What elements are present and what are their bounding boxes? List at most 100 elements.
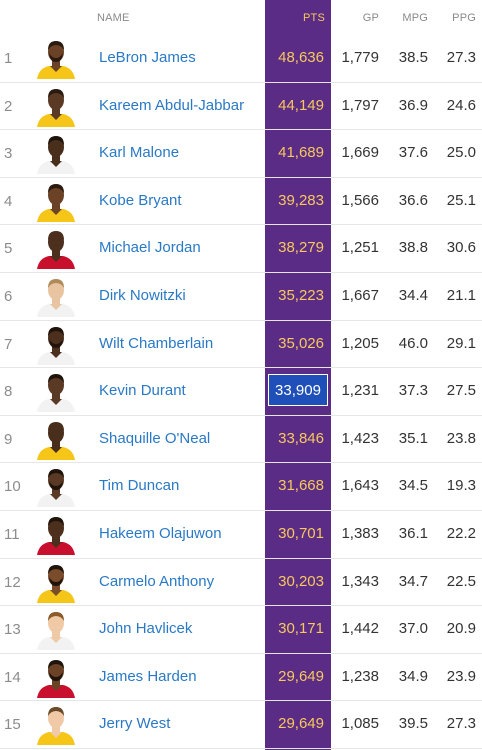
table-row[interactable]: 10 Tim Duncan 31,668 1,643 34.5 19.3 <box>0 463 482 511</box>
table-body: 1 LeBron James 48,636 1,779 38.5 27.3 2 Kareem … <box>0 35 482 749</box>
pts-value: 33,846 <box>278 429 324 447</box>
mpg-value: 38.5 <box>398 49 428 66</box>
table-row[interactable]: 5 Michael Jordan 38,279 1,251 38.8 30.6 <box>0 225 482 273</box>
rank: 15 <box>4 716 21 734</box>
mpg-value: 34.7 <box>398 572 428 590</box>
player-avatar <box>37 136 75 175</box>
player-name-link[interactable]: John Havlicek <box>99 620 193 638</box>
table-row[interactable]: 14 James Harden 29,649 1,238 34.9 23.9 <box>0 654 482 702</box>
mpg-value: 46.0 <box>398 334 428 352</box>
mpg-value: 37.0 <box>398 620 428 638</box>
player-name-link[interactable]: Shaquille O'Neal <box>99 429 211 447</box>
ppg-value: 20.9 <box>446 620 476 638</box>
mpg-value: 37.3 <box>398 382 428 400</box>
ppg-value: 19.3 <box>446 477 476 495</box>
pts-value: 31,668 <box>278 477 324 495</box>
ppg-value: 25.1 <box>446 191 476 209</box>
table-row[interactable]: 11 Hakeem Olajuwon 30,701 1,383 36.1 22.2 <box>0 511 482 559</box>
table-row[interactable]: 1 LeBron James 48,636 1,779 38.5 27.3 <box>0 35 482 83</box>
gp-value: 1,797 <box>341 96 379 114</box>
ppg-value: 30.6 <box>446 239 476 257</box>
rank: 12 <box>4 573 21 591</box>
table-row[interactable]: 3 Karl Malone 41,689 1,669 37.6 25.0 <box>0 130 482 178</box>
player-name-link[interactable]: Wilt Chamberlain <box>99 334 214 352</box>
player-name-link[interactable]: Tim Duncan <box>99 477 180 495</box>
player-avatar <box>37 326 75 365</box>
table-header: NAME PTS GP MPG PPG <box>0 0 482 35</box>
player-name-link[interactable]: Kobe Bryant <box>99 191 182 209</box>
player-avatar <box>37 612 75 651</box>
gp-value: 1,442 <box>341 620 379 638</box>
player-name-link[interactable]: Michael Jordan <box>99 239 201 257</box>
ppg-value: 29.1 <box>446 334 476 352</box>
pts-value-selected: 33,909 <box>268 374 328 407</box>
player-name-link[interactable]: Jerry West <box>99 715 171 733</box>
rank: 13 <box>4 621 21 639</box>
table-row[interactable]: 8 Kevin Durant 33,909 1,231 37.3 27.5 <box>0 368 482 416</box>
pts-value: 44,149 <box>278 96 324 114</box>
pts-value: 30,171 <box>278 620 324 638</box>
player-avatar <box>37 564 75 603</box>
player-name-link[interactable]: LeBron James <box>99 49 196 66</box>
pts-value: 48,636 <box>278 49 324 66</box>
player-avatar <box>37 374 75 413</box>
ppg-value: 23.8 <box>446 429 476 447</box>
ppg-value: 27.5 <box>446 382 476 400</box>
pts-value: 35,026 <box>278 334 324 352</box>
header-mpg[interactable]: MPG <box>402 12 428 24</box>
pts-value: 41,689 <box>278 144 324 162</box>
rank: 4 <box>4 192 13 210</box>
header-gp[interactable]: GP <box>362 12 379 24</box>
pts-value: 29,649 <box>278 667 324 685</box>
pts-value: 29,649 <box>278 715 324 733</box>
rank: 11 <box>4 525 20 543</box>
mpg-value: 39.5 <box>398 715 428 733</box>
mpg-value: 35.1 <box>398 429 428 447</box>
gp-value: 1,383 <box>341 524 379 542</box>
pts-value: 30,203 <box>278 572 324 590</box>
rank: 8 <box>4 383 13 401</box>
mpg-value: 36.9 <box>398 96 428 114</box>
pts-value: 30,701 <box>278 524 324 542</box>
rank: 1 <box>4 50 13 67</box>
pts-value: 39,283 <box>278 191 324 209</box>
table-row[interactable]: 6 Dirk Nowitzki 35,223 1,667 34.4 21.1 <box>0 273 482 321</box>
gp-value: 1,251 <box>341 239 379 257</box>
table-row[interactable]: 2 Kareem Abdul-Jabbar 44,149 1,797 36.9 24.6 <box>0 83 482 131</box>
player-avatar <box>37 516 75 555</box>
player-name-link[interactable]: Karl Malone <box>99 144 180 162</box>
table-row[interactable]: 9 Shaquille O'Neal 33,846 1,423 35.1 23.8 <box>0 416 482 464</box>
gp-value: 1,566 <box>341 191 379 209</box>
player-avatar <box>37 659 75 698</box>
gp-value: 1,669 <box>341 144 379 162</box>
table-row[interactable]: 12 Carmelo Anthony 30,203 1,343 34.7 22.5 <box>0 559 482 607</box>
ppg-value: 22.2 <box>446 524 476 542</box>
table-row[interactable]: 7 Wilt Chamberlain 35,026 1,205 46.0 29.1 <box>0 321 482 369</box>
player-avatar <box>37 183 75 222</box>
ppg-value: 23.9 <box>446 667 476 685</box>
rank: 9 <box>4 430 13 448</box>
player-name-link[interactable]: James Harden <box>99 667 197 685</box>
player-name-link[interactable]: Dirk Nowitzki <box>99 286 186 304</box>
player-name-link[interactable]: Hakeem Olajuwon <box>99 524 222 542</box>
header-ppg[interactable]: PPG <box>452 12 476 24</box>
gp-value: 1,231 <box>341 382 379 400</box>
ppg-value: 27.3 <box>446 715 476 733</box>
player-name-link[interactable]: Kareem Abdul-Jabbar <box>99 96 245 114</box>
rank: 3 <box>4 145 13 163</box>
header-name[interactable]: NAME <box>97 12 130 24</box>
table-row[interactable]: 13 John Havlicek 30,171 1,442 37.0 20.9 <box>0 606 482 654</box>
rank: 5 <box>4 240 13 258</box>
mpg-value: 38.8 <box>398 239 428 257</box>
gp-value: 1,205 <box>341 334 379 352</box>
mpg-value: 34.4 <box>398 286 428 304</box>
player-avatar <box>37 707 75 746</box>
table-row[interactable]: 15 Jerry West 29,649 1,085 39.5 27.3 <box>0 701 482 749</box>
player-name-link[interactable]: Kevin Durant <box>99 382 186 400</box>
player-name-link[interactable]: Carmelo Anthony <box>99 572 215 590</box>
ppg-value: 24.6 <box>446 96 476 114</box>
table-row[interactable]: 4 Kobe Bryant 39,283 1,566 36.6 25.1 <box>0 178 482 226</box>
mpg-value: 36.1 <box>398 524 428 542</box>
header-pts[interactable]: PTS <box>303 12 325 24</box>
ppg-value: 25.0 <box>446 144 476 162</box>
